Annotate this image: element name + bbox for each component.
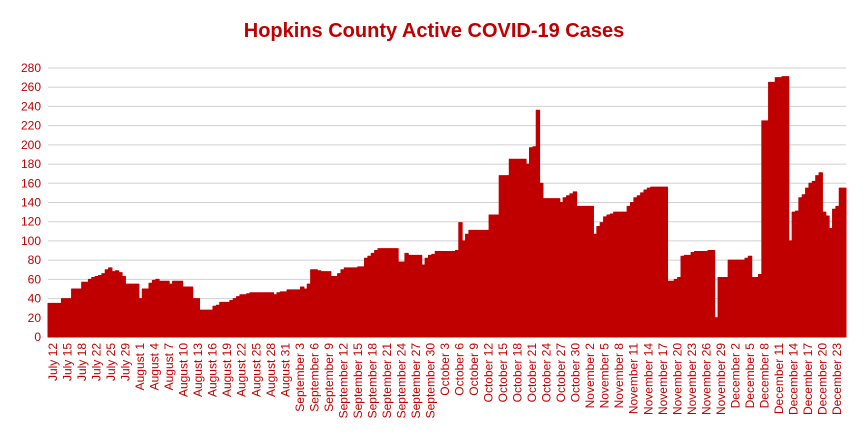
x-tick-label: September 18 <box>365 343 379 419</box>
x-tick-label: September 27 <box>409 343 423 419</box>
x-tick-label: October 12 <box>482 343 496 403</box>
x-tick-label: September 12 <box>336 343 350 419</box>
x-tick-label: August 7 <box>162 343 176 391</box>
x-tick-label: November 2 <box>583 343 597 409</box>
x-tick-label: August 10 <box>177 343 191 397</box>
y-tick-label: 200 <box>21 138 41 152</box>
y-tick-label: 160 <box>21 176 41 190</box>
y-tick-label: 100 <box>21 234 41 248</box>
x-tick-label: August 22 <box>235 343 249 397</box>
x-tick-label: August 13 <box>191 343 205 397</box>
x-tick-label: August 1 <box>133 343 147 391</box>
y-tick-label: 80 <box>28 253 42 267</box>
x-tick-label: October 15 <box>496 343 510 403</box>
x-tick-label: October 9 <box>467 343 481 396</box>
x-tick-label: October 3 <box>438 343 452 396</box>
y-tick-label: 180 <box>21 157 41 171</box>
x-tick-label: December 17 <box>801 343 815 415</box>
x-tick-label: October 6 <box>453 343 467 396</box>
y-tick-label: 220 <box>21 119 41 133</box>
y-tick-label: 280 <box>21 61 41 75</box>
x-tick-label: November 11 <box>627 343 641 414</box>
chart-title: Hopkins County Active COVID-19 Cases <box>243 20 625 42</box>
x-tick-label: August 16 <box>206 343 220 397</box>
x-tick-label: October 21 <box>525 343 539 403</box>
x-axis: July 12 July 15 July 18 July 22 July 25 July … <box>46 343 844 419</box>
y-tick-label: 60 <box>28 272 42 286</box>
x-tick-label: December 2 <box>728 343 742 409</box>
x-tick-label: July 12 <box>46 343 60 381</box>
x-tick-label: November 20 <box>670 343 684 415</box>
y-tick-label: 40 <box>28 292 42 306</box>
cases-area-series <box>47 76 847 338</box>
x-tick-label: September 6 <box>307 343 321 412</box>
x-tick-label: December 8 <box>757 343 771 409</box>
x-tick-label: August 31 <box>278 343 292 397</box>
x-tick-label: December 5 <box>743 343 757 409</box>
x-tick-label: September 24 <box>394 343 408 419</box>
x-tick-label: July 22 <box>90 343 104 381</box>
x-tick-label: July 25 <box>104 343 118 381</box>
x-tick-label: September 15 <box>351 343 365 419</box>
x-tick-label: December 20 <box>816 343 830 415</box>
x-tick-label: September 30 <box>424 343 438 419</box>
y-tick-label: 260 <box>21 80 41 94</box>
x-tick-label: December 14 <box>786 343 800 415</box>
x-tick-label: July 18 <box>75 343 89 381</box>
x-tick-label: July 15 <box>61 343 75 381</box>
x-tick-label: August 19 <box>220 343 234 397</box>
y-tick-label: 240 <box>21 99 41 113</box>
x-tick-label: November 8 <box>612 343 626 409</box>
x-tick-label: September 9 <box>322 343 336 412</box>
x-tick-label: July 29 <box>119 343 133 381</box>
y-tick-label: 0 <box>34 330 41 344</box>
x-tick-label: October 18 <box>511 343 525 403</box>
x-tick-label: November 23 <box>685 343 699 415</box>
x-tick-label: September 3 <box>293 343 307 412</box>
x-tick-label: December 23 <box>830 343 844 415</box>
x-tick-label: October 30 <box>569 343 583 403</box>
y-tick-label: 20 <box>28 311 42 325</box>
y-tick-label: 140 <box>21 196 41 210</box>
x-tick-label: December 11 <box>772 343 786 414</box>
x-tick-label: November 17 <box>656 343 670 415</box>
x-tick-label: August 28 <box>264 343 278 397</box>
y-tick-label: 120 <box>21 215 41 229</box>
y-axis: 0 20 40 60 80 100 120 140 160 180 200 220 240 260 280 <box>21 61 41 344</box>
x-tick-label: November 29 <box>714 343 728 415</box>
x-tick-label: November 14 <box>641 343 655 415</box>
x-tick-label: November 26 <box>699 343 713 415</box>
x-tick-label: August 4 <box>148 343 162 391</box>
x-tick-label: October 24 <box>540 343 554 403</box>
x-tick-label: August 25 <box>249 343 263 397</box>
x-tick-label: November 5 <box>598 343 612 409</box>
x-tick-label: September 21 <box>380 343 394 419</box>
plot-area <box>47 76 847 338</box>
x-tick-label: October 27 <box>554 343 568 403</box>
